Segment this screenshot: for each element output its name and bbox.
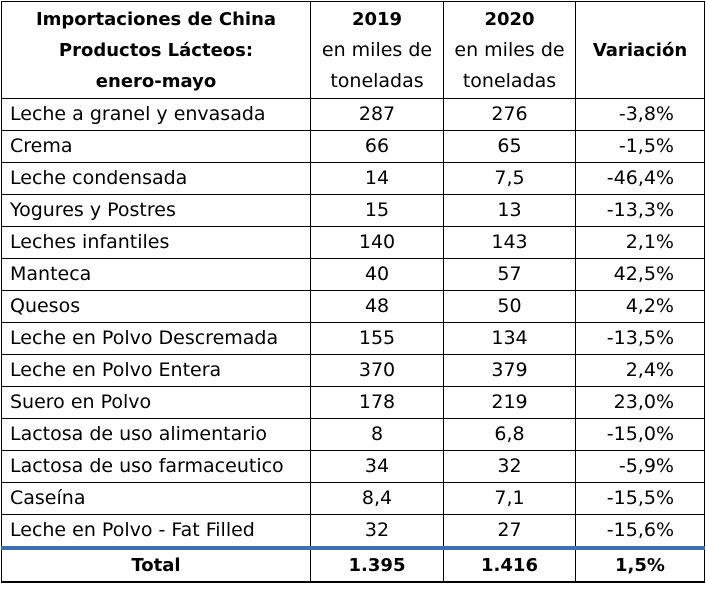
variation-cell: -46,4% bbox=[575, 162, 705, 195]
header-title-line-3: enero-mayo bbox=[95, 70, 217, 92]
header-2020-unit-2: toneladas bbox=[462, 69, 557, 92]
value-2020-cell: 65 bbox=[443, 130, 576, 163]
value-2020-cell: 13 bbox=[443, 194, 576, 227]
value-2020-cell: 50 bbox=[443, 290, 576, 323]
table-row: Manteca 40 57 42,5% bbox=[1, 258, 705, 291]
table-row: Leche en Polvo - Fat Filled 32 27 -15,6% bbox=[1, 514, 705, 549]
total-row: Total 1.395 1.416 1,5% bbox=[1, 546, 705, 583]
variation-cell: -1,5% bbox=[575, 130, 705, 163]
header-title-line-2: Productos Lácteos: bbox=[58, 39, 254, 61]
value-2020-cell: 57 bbox=[443, 258, 576, 291]
total-label: Total bbox=[1, 546, 311, 583]
value-2020-cell: 6,8 bbox=[443, 418, 576, 451]
value-2019-cell: 155 bbox=[310, 322, 444, 355]
value-2019-cell: 34 bbox=[310, 450, 444, 483]
value-2020-cell: 134 bbox=[443, 322, 576, 355]
product-cell: Leche en Polvo Descremada bbox=[1, 322, 311, 355]
header-row: Importaciones de China Productos Lácteos… bbox=[1, 1, 705, 99]
header-title-line-1: Importaciones de China bbox=[35, 8, 277, 30]
header-2020-unit-1: en miles de bbox=[454, 38, 565, 61]
table-header: Importaciones de China Productos Lácteos… bbox=[1, 1, 705, 99]
product-cell: Caseína bbox=[1, 482, 311, 515]
product-cell: Lactosa de uso alimentario bbox=[1, 418, 311, 451]
product-cell: Leches infantiles bbox=[1, 226, 311, 259]
table-row: Caseína 8,4 7,1 -15,5% bbox=[1, 482, 705, 515]
value-2020-cell: 27 bbox=[443, 514, 576, 549]
table-row: Lactosa de uso farmaceutico 34 32 -5,9% bbox=[1, 450, 705, 483]
product-cell: Leche a granel y envasada bbox=[1, 98, 311, 131]
value-2020-cell: 219 bbox=[443, 386, 576, 419]
total-variation: 1,5% bbox=[575, 546, 705, 583]
table-row: Lactosa de uso alimentario 8 6,8 -15,0% bbox=[1, 418, 705, 451]
product-cell: Leche en Polvo - Fat Filled bbox=[1, 514, 311, 549]
product-cell: Suero en Polvo bbox=[1, 386, 311, 419]
value-2019-cell: 140 bbox=[310, 226, 444, 259]
total-2019: 1.395 bbox=[310, 546, 444, 583]
variation-cell: 2,4% bbox=[575, 354, 705, 387]
product-cell: Leche en Polvo Entera bbox=[1, 354, 311, 387]
product-cell: Yogures y Postres bbox=[1, 194, 311, 227]
value-2019-cell: 287 bbox=[310, 98, 444, 131]
table-row: Leches infantiles 140 143 2,1% bbox=[1, 226, 705, 259]
header-variation-label: Variación bbox=[592, 39, 688, 61]
value-2020-cell: 379 bbox=[443, 354, 576, 387]
value-2019-cell: 66 bbox=[310, 130, 444, 163]
header-2020-cell: 2020 en miles de toneladas bbox=[443, 1, 576, 99]
value-2020-cell: 7,5 bbox=[443, 162, 576, 195]
variation-cell: 42,5% bbox=[575, 258, 705, 291]
header-2019-cell: 2019 en miles de toneladas bbox=[310, 1, 444, 99]
header-variation-cell: Variación bbox=[575, 1, 705, 99]
table-row: Yogures y Postres 15 13 -13,3% bbox=[1, 194, 705, 227]
table-row: Crema 66 65 -1,5% bbox=[1, 130, 705, 163]
header-title-cell: Importaciones de China Productos Lácteos… bbox=[1, 1, 311, 99]
table-row: Leche condensada 14 7,5 -46,4% bbox=[1, 162, 705, 195]
table-row: Leche en Polvo Entera 370 379 2,4% bbox=[1, 354, 705, 387]
table-row: Quesos 48 50 4,2% bbox=[1, 290, 705, 323]
table-row: Leche a granel y envasada 287 276 -3,8% bbox=[1, 98, 705, 131]
variation-cell: -5,9% bbox=[575, 450, 705, 483]
product-cell: Manteca bbox=[1, 258, 311, 291]
value-2019-cell: 15 bbox=[310, 194, 444, 227]
imports-table: Importaciones de China Productos Lácteos… bbox=[1, 1, 705, 583]
product-cell: Lactosa de uso farmaceutico bbox=[1, 450, 311, 483]
value-2019-cell: 178 bbox=[310, 386, 444, 419]
variation-cell: 2,1% bbox=[575, 226, 705, 259]
variation-cell: -13,3% bbox=[575, 194, 705, 227]
value-2020-cell: 32 bbox=[443, 450, 576, 483]
value-2020-cell: 143 bbox=[443, 226, 576, 259]
value-2019-cell: 40 bbox=[310, 258, 444, 291]
total-2020: 1.416 bbox=[443, 546, 576, 583]
value-2020-cell: 276 bbox=[443, 98, 576, 131]
variation-cell: -15,0% bbox=[575, 418, 705, 451]
product-cell: Leche condensada bbox=[1, 162, 311, 195]
table-row: Suero en Polvo 178 219 23,0% bbox=[1, 386, 705, 419]
variation-cell: -13,5% bbox=[575, 322, 705, 355]
value-2019-cell: 32 bbox=[310, 514, 444, 549]
table-row: Leche en Polvo Descremada 155 134 -13,5% bbox=[1, 322, 705, 355]
value-2019-cell: 370 bbox=[310, 354, 444, 387]
table-footer: Total 1.395 1.416 1,5% bbox=[1, 546, 705, 583]
variation-cell: -15,5% bbox=[575, 482, 705, 515]
table-body: Leche a granel y envasada 287 276 -3,8% Crem… bbox=[1, 98, 705, 549]
header-2019-unit-1: en miles de bbox=[321, 38, 433, 61]
value-2019-cell: 8 bbox=[310, 418, 444, 451]
header-2019-unit-2: toneladas bbox=[330, 69, 424, 92]
variation-cell: 23,0% bbox=[575, 386, 705, 419]
value-2019-cell: 14 bbox=[310, 162, 444, 195]
variation-cell: -15,6% bbox=[575, 514, 705, 549]
product-cell: Quesos bbox=[1, 290, 311, 323]
variation-cell: 4,2% bbox=[575, 290, 705, 323]
header-2019-year: 2019 bbox=[351, 8, 403, 30]
variation-cell: -3,8% bbox=[575, 98, 705, 131]
product-cell: Crema bbox=[1, 130, 311, 163]
value-2020-cell: 7,1 bbox=[443, 482, 576, 515]
value-2019-cell: 8,4 bbox=[310, 482, 444, 515]
header-2020-year: 2020 bbox=[484, 8, 535, 30]
value-2019-cell: 48 bbox=[310, 290, 444, 323]
